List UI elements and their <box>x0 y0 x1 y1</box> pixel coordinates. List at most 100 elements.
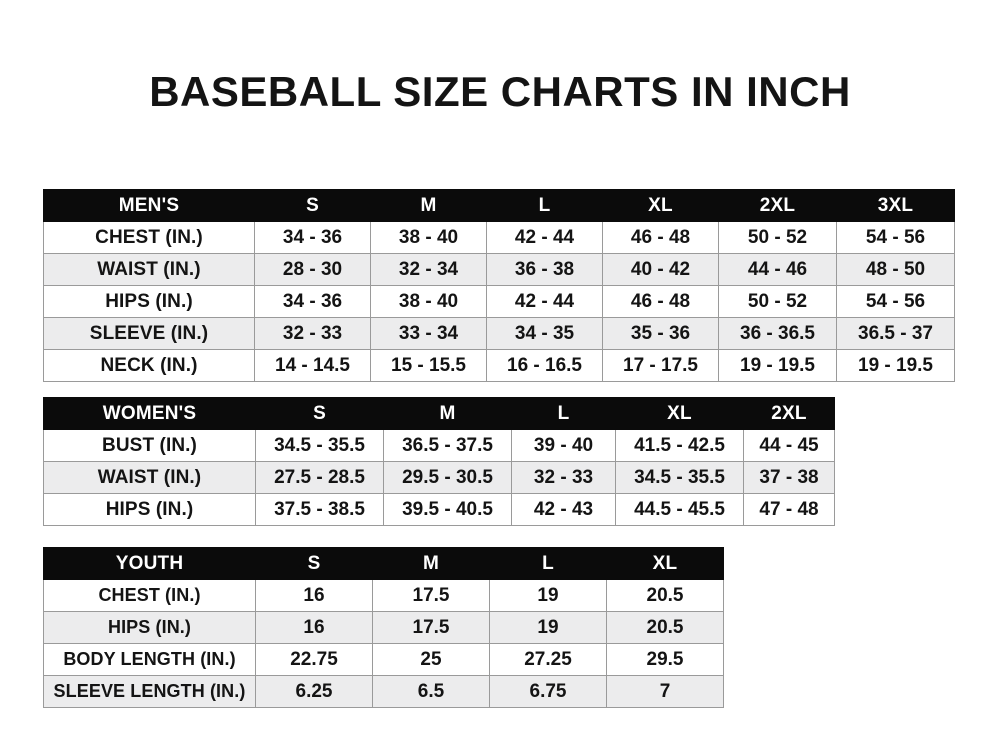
mens-sleeve-l: 34 - 35 <box>486 317 603 350</box>
mens-sleeve-2xl: 36 - 36.5 <box>718 317 837 350</box>
womens-table-header: WOMEN'S S M L XL 2XL <box>43 397 835 430</box>
table-row: WAIST (IN.) 28 - 30 32 - 34 36 - 38 40 -… <box>43 253 955 286</box>
youth-header-row: YOUTH S M L XL <box>43 547 724 580</box>
womens-waist-s: 27.5 - 28.5 <box>255 461 384 494</box>
mens-column-header-l: L <box>486 189 603 222</box>
youth-sleeve-length-xl: 7 <box>606 675 724 708</box>
womens-waist-2xl: 37 - 38 <box>743 461 835 494</box>
mens-chest-s: 34 - 36 <box>254 221 371 254</box>
womens-row-label-waist: WAIST (IN.) <box>43 461 256 494</box>
mens-corner-label: MEN'S <box>43 189 255 222</box>
youth-chest-m: 17.5 <box>372 579 490 612</box>
mens-chest-3xl: 54 - 56 <box>836 221 955 254</box>
youth-body-length-xl: 29.5 <box>606 643 724 676</box>
mens-header-row: MEN'S S M L XL 2XL 3XL <box>43 189 955 222</box>
mens-neck-m: 15 - 15.5 <box>370 349 487 382</box>
womens-hips-xl: 44.5 - 45.5 <box>615 493 744 526</box>
womens-corner-label: WOMEN'S <box>43 397 256 430</box>
youth-row-label-hips: HIPS (IN.) <box>43 611 256 644</box>
table-row: CHEST (IN.) 16 17.5 19 20.5 <box>43 579 724 612</box>
womens-column-header-l: L <box>511 397 616 430</box>
table-row: BUST (IN.) 34.5 - 35.5 36.5 - 37.5 39 - … <box>43 429 835 462</box>
youth-body-length-s: 22.75 <box>255 643 373 676</box>
womens-column-header-m: M <box>383 397 512 430</box>
table-row: SLEEVE LENGTH (IN.) 6.25 6.5 6.75 7 <box>43 675 724 708</box>
table-row: BODY LENGTH (IN.) 22.75 25 27.25 29.5 <box>43 643 724 676</box>
mens-hips-m: 38 - 40 <box>370 285 487 318</box>
youth-hips-l: 19 <box>489 611 607 644</box>
youth-chest-l: 19 <box>489 579 607 612</box>
youth-sleeve-length-m: 6.5 <box>372 675 490 708</box>
mens-row-label-hips: HIPS (IN.) <box>43 285 255 318</box>
mens-column-header-s: S <box>254 189 371 222</box>
youth-hips-m: 17.5 <box>372 611 490 644</box>
mens-hips-2xl: 50 - 52 <box>718 285 837 318</box>
mens-column-header-xl: XL <box>602 189 719 222</box>
womens-hips-m: 39.5 - 40.5 <box>383 493 512 526</box>
womens-bust-s: 34.5 - 35.5 <box>255 429 384 462</box>
mens-hips-3xl: 54 - 56 <box>836 285 955 318</box>
youth-size-table: YOUTH S M L XL CHEST (IN.) 16 17.5 19 20… <box>43 547 724 708</box>
mens-column-header-3xl: 3XL <box>836 189 955 222</box>
womens-column-header-s: S <box>255 397 384 430</box>
page-title: BASEBALL SIZE CHARTS IN INCH <box>149 68 851 115</box>
youth-row-label-body-length: BODY LENGTH (IN.) <box>43 643 256 676</box>
womens-row-label-hips: HIPS (IN.) <box>43 493 256 526</box>
youth-sleeve-length-s: 6.25 <box>255 675 373 708</box>
youth-corner-label: YOUTH <box>43 547 256 580</box>
mens-sleeve-xl: 35 - 36 <box>602 317 719 350</box>
mens-row-label-neck: NECK (IN.) <box>43 349 255 382</box>
youth-body-length-l: 27.25 <box>489 643 607 676</box>
mens-hips-l: 42 - 44 <box>486 285 603 318</box>
mens-table-body: CHEST (IN.) 34 - 36 38 - 40 42 - 44 46 -… <box>43 221 955 382</box>
womens-column-header-2xl: 2XL <box>743 397 835 430</box>
mens-sleeve-m: 33 - 34 <box>370 317 487 350</box>
womens-header-row: WOMEN'S S M L XL 2XL <box>43 397 835 430</box>
womens-hips-2xl: 47 - 48 <box>743 493 835 526</box>
mens-row-label-chest: CHEST (IN.) <box>43 221 255 254</box>
mens-waist-3xl: 48 - 50 <box>836 253 955 286</box>
mens-neck-2xl: 19 - 19.5 <box>718 349 837 382</box>
mens-size-table: MEN'S S M L XL 2XL 3XL CHEST (IN.) 34 - … <box>43 189 955 382</box>
mens-neck-3xl: 19 - 19.5 <box>836 349 955 382</box>
womens-bust-xl: 41.5 - 42.5 <box>615 429 744 462</box>
youth-sleeve-length-l: 6.75 <box>489 675 607 708</box>
youth-table-header: YOUTH S M L XL <box>43 547 724 580</box>
youth-column-header-m: M <box>372 547 490 580</box>
womens-size-table: WOMEN'S S M L XL 2XL BUST (IN.) 34.5 - 3… <box>43 397 835 526</box>
youth-hips-xl: 20.5 <box>606 611 724 644</box>
womens-bust-2xl: 44 - 45 <box>743 429 835 462</box>
youth-hips-s: 16 <box>255 611 373 644</box>
mens-chest-xl: 46 - 48 <box>602 221 719 254</box>
womens-column-header-xl: XL <box>615 397 744 430</box>
mens-sleeve-3xl: 36.5 - 37 <box>836 317 955 350</box>
mens-neck-xl: 17 - 17.5 <box>602 349 719 382</box>
mens-chest-l: 42 - 44 <box>486 221 603 254</box>
table-row: WAIST (IN.) 27.5 - 28.5 29.5 - 30.5 32 -… <box>43 461 835 494</box>
youth-chest-xl: 20.5 <box>606 579 724 612</box>
mens-waist-2xl: 44 - 46 <box>718 253 837 286</box>
mens-sleeve-s: 32 - 33 <box>254 317 371 350</box>
youth-column-header-xl: XL <box>606 547 724 580</box>
table-row: HIPS (IN.) 16 17.5 19 20.5 <box>43 611 724 644</box>
mens-column-header-2xl: 2XL <box>718 189 837 222</box>
mens-table-header: MEN'S S M L XL 2XL 3XL <box>43 189 955 222</box>
youth-table-body: CHEST (IN.) 16 17.5 19 20.5 HIPS (IN.) 1… <box>43 579 724 708</box>
womens-bust-l: 39 - 40 <box>511 429 616 462</box>
mens-hips-xl: 46 - 48 <box>602 285 719 318</box>
womens-waist-xl: 34.5 - 35.5 <box>615 461 744 494</box>
mens-hips-s: 34 - 36 <box>254 285 371 318</box>
youth-column-header-l: L <box>489 547 607 580</box>
table-row: NECK (IN.) 14 - 14.5 15 - 15.5 16 - 16.5… <box>43 349 955 382</box>
womens-row-label-bust: BUST (IN.) <box>43 429 256 462</box>
womens-waist-l: 32 - 33 <box>511 461 616 494</box>
mens-waist-l: 36 - 38 <box>486 253 603 286</box>
table-row: CHEST (IN.) 34 - 36 38 - 40 42 - 44 46 -… <box>43 221 955 254</box>
mens-row-label-sleeve: SLEEVE (IN.) <box>43 317 255 350</box>
mens-neck-s: 14 - 14.5 <box>254 349 371 382</box>
youth-chest-s: 16 <box>255 579 373 612</box>
mens-neck-l: 16 - 16.5 <box>486 349 603 382</box>
table-row: HIPS (IN.) 37.5 - 38.5 39.5 - 40.5 42 - … <box>43 493 835 526</box>
mens-column-header-m: M <box>370 189 487 222</box>
